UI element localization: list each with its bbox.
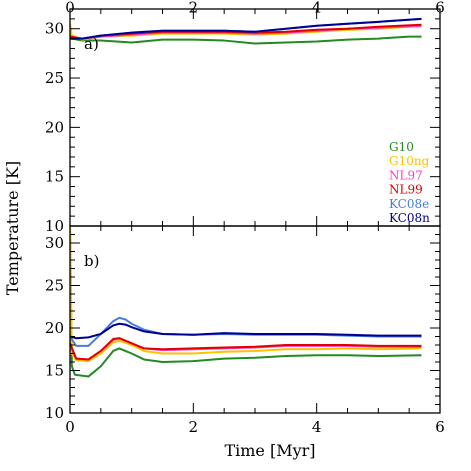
x-top-tick-label: 2 — [189, 0, 199, 16]
y-tick-label: 15 — [45, 362, 64, 380]
series-line-kc08n-panel-b — [70, 324, 422, 338]
y-tick-label: 10 — [45, 217, 64, 235]
y-tick-label: 10 — [45, 404, 64, 422]
y-tick-label: 20 — [45, 118, 64, 136]
legend-entry-g10ng: G10ng — [389, 154, 430, 168]
y-tick-label: 15 — [45, 168, 64, 186]
x-top-tick-label: 4 — [312, 0, 322, 16]
x-tick-label: 6 — [435, 418, 445, 436]
x-axis-label: Time [Myr] — [224, 441, 315, 460]
x-top-tick-label: 0 — [65, 0, 75, 16]
legend-entry-nl99: NL99 — [389, 183, 423, 197]
x-tick-label: 0 — [65, 418, 75, 436]
legend-entry-g10: G10 — [389, 140, 414, 154]
y-tick-label: 20 — [45, 319, 64, 337]
y-tick-label: 30 — [45, 234, 64, 252]
y-tick-label: 25 — [45, 277, 64, 295]
y-tick-label: 30 — [45, 20, 64, 38]
series-line-g10ng-panel-b — [70, 226, 422, 361]
legend-entry-nl97: NL97 — [389, 168, 423, 182]
legend-entry-kc08e: KC08e — [389, 197, 429, 211]
x-top-tick-label: 6 — [435, 0, 445, 16]
y-tick-label: 25 — [45, 69, 64, 87]
x-tick-label: 2 — [189, 418, 199, 436]
panel-label-b: b) — [84, 252, 99, 270]
legend-entry-kc08n: KC08n — [389, 211, 430, 225]
x-tick-label: 4 — [312, 418, 322, 436]
panel-label-a: a) — [84, 35, 99, 53]
plot-layer: 10 15 20 25 30 a) 10 15 20 25 30 b) 0 2 4 6 0 2 4 6 G10G10ng… — [45, 0, 445, 436]
y-axis-label: Temperature [K] — [3, 161, 22, 295]
series-line-g10-panel-b — [70, 226, 422, 376]
